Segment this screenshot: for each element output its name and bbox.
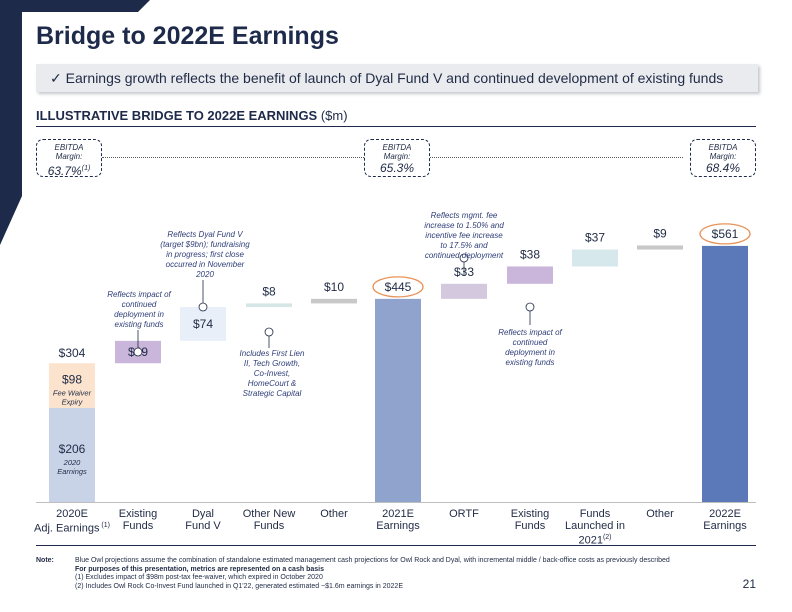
ebitda-margin-value: 68.4% — [705, 161, 741, 175]
margin-label: Margin: — [383, 152, 411, 161]
x-label-existing-funds-2: Existing Funds — [510, 508, 550, 532]
bar-value-label: $74 — [193, 317, 213, 331]
page-title: Bridge to 2022E Earnings — [36, 22, 339, 50]
ebitda-label: EBITDA — [382, 143, 412, 152]
key-message-banner: ✓ Earnings growth reflects the benefit o… — [36, 64, 758, 92]
note-line-3: (1) Excludes impact of $98m post-tax fee… — [75, 574, 323, 582]
bar-value-label: $37 — [585, 231, 605, 245]
chart-subtitle-main: ILLUSTRATIVE BRIDGE TO 2022E EARNINGS — [36, 108, 318, 123]
notes-body: Blue Owl projections assume the combinat… — [75, 557, 715, 591]
x-label-2021e: 2021E Earnings — [376, 508, 420, 532]
ebitda-margin-box-2020: EBITDA Margin: 63.7%(1) — [36, 139, 102, 178]
x-label-dyal-fund-v: Dyal Fund V — [185, 508, 221, 532]
bar — [180, 307, 226, 341]
notes-label: Note: — [36, 557, 54, 564]
x-label-other-new-funds: Other New Funds — [242, 508, 296, 532]
bar-value-label: $445 — [385, 280, 412, 294]
checkmark-icon: ✓ — [50, 70, 62, 86]
bar — [246, 303, 292, 308]
callout-pin-ortf — [459, 253, 469, 263]
x-label-funds-launched-2021: Funds Launched in 2021(2) — [565, 508, 625, 547]
callout-ortf: Reflects mgmt. fee increase to 1.50% and… — [424, 211, 504, 260]
callout-pin-dyal-fund-v — [198, 302, 208, 312]
callout-pin-existing-funds-2 — [525, 302, 535, 312]
bar-segment-value-label: $98 — [62, 373, 82, 387]
ebitda-margin-value: 65.3% — [379, 161, 415, 175]
highlight-ellipse — [372, 276, 424, 298]
bar-value-label: $9 — [653, 226, 667, 240]
bar — [637, 245, 683, 250]
ebitda-label: EBITDA — [54, 143, 84, 152]
x-label-existing-funds: Existing Funds — [118, 508, 158, 532]
bar-value-label: $10 — [324, 280, 344, 294]
highlight-ellipse — [699, 223, 751, 245]
x-label-other: Other — [320, 508, 348, 520]
margin-label: Margin: — [55, 152, 83, 161]
x-label-ortf: ORTF — [449, 508, 479, 520]
margin-connector-line — [102, 157, 372, 158]
callout-dyal-fund-v: Reflects Dyal Fund V (target $9bn); fund… — [160, 230, 250, 279]
footer-divider — [36, 545, 756, 546]
note-line-1: Blue Owl projections assume the combinat… — [75, 557, 670, 564]
bar-value-label: $38 — [520, 247, 540, 261]
x-label-other-2: Other — [646, 508, 674, 520]
bar-value-label: $561 — [712, 227, 739, 241]
subtitle-divider — [36, 126, 756, 127]
bar — [507, 266, 553, 284]
page-number: 21 — [742, 577, 756, 591]
chart-subtitle-unit: ($m) — [317, 108, 348, 123]
ebitda-label: EBITDA — [708, 143, 738, 152]
bar-segment-sublabel: Expiry — [62, 398, 84, 407]
note-line-4: (2) Includes Owl Rock Co-Invest Fund lau… — [75, 582, 403, 590]
x-label-2022e: 2022E Earnings — [703, 508, 747, 532]
bar-segment — [49, 407, 95, 502]
corner-decoration-top — [0, 0, 150, 12]
callout-pin-other-new-funds — [264, 327, 274, 337]
bar-segment-value-label: $206 — [59, 442, 86, 456]
corner-decoration-left — [0, 0, 22, 245]
callout-existing-funds: Reflects impact of continued deployment … — [107, 290, 171, 329]
bar-value-label: $8 — [262, 284, 276, 298]
margin-label: Margin: — [709, 152, 737, 161]
ebitda-margin-value: 63.7%(1) — [47, 164, 91, 178]
margin-connector-line — [430, 157, 683, 158]
callout-other-new-funds: Includes First Lien II, Tech Growth, Co-… — [239, 349, 305, 398]
bar — [375, 298, 421, 502]
bar-segment-sublabel: Earnings — [57, 467, 87, 476]
callout-pin-existing-funds — [133, 347, 143, 357]
bar-segment-sublabel: Fee Waiver — [53, 389, 92, 398]
bar — [702, 245, 748, 502]
note-line-2: For purposes of this presentation, metri… — [75, 565, 324, 573]
ebitda-margin-box-2021: EBITDA Margin: 65.3% — [364, 139, 430, 177]
x-label-2020e: 2020E Adj. Earnings (1) — [34, 508, 110, 535]
ebitda-margin-box-2022: EBITDA Margin: 68.4% — [690, 139, 756, 177]
banner-text: Earnings growth reflects the benefit of … — [65, 70, 724, 86]
bar — [441, 283, 487, 299]
bar — [572, 249, 618, 267]
bar-segment — [49, 363, 95, 408]
bar-value-label: $304 — [59, 346, 86, 360]
bar — [311, 298, 357, 304]
bar-segment-sublabel: 2020 — [63, 458, 82, 467]
chart-subtitle: ILLUSTRATIVE BRIDGE TO 2022E EARNINGS ($… — [36, 108, 348, 123]
callout-existing-funds-2: Reflects impact of continued deployment … — [498, 328, 562, 367]
